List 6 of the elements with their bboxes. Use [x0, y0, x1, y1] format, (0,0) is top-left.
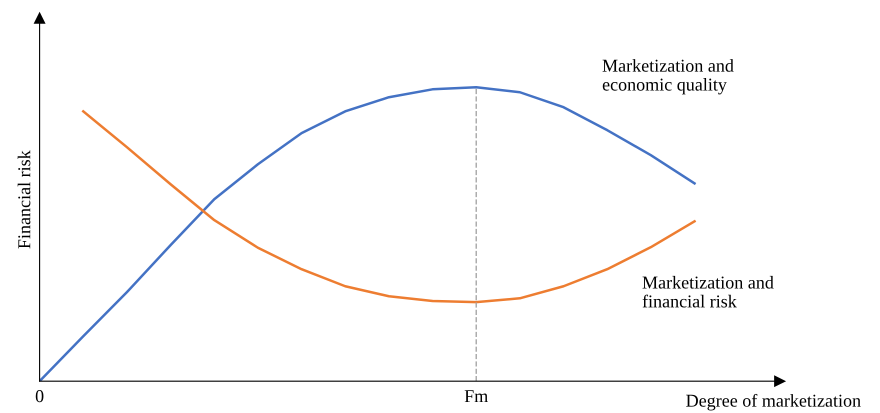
- x-tick-label: Fm: [464, 390, 488, 402]
- x-axis-title: Degree of marketization: [686, 394, 861, 411]
- series-label: Marketization and economic quality: [602, 59, 734, 94]
- y-axis-title: Financial risk: [18, 150, 30, 249]
- series-label: Marketization and financial risk: [642, 276, 774, 308]
- x-tick-label: 0: [36, 390, 44, 402]
